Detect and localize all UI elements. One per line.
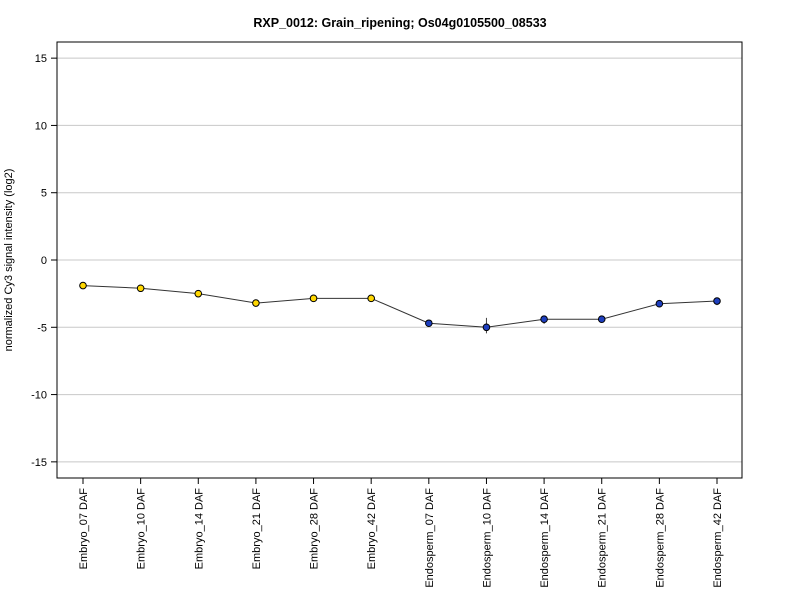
x-tick-label: Endosperm_21 DAF bbox=[597, 488, 609, 588]
data-point bbox=[597, 315, 606, 324]
x-tick-label: Embryo_14 DAF bbox=[193, 488, 205, 570]
data-point bbox=[540, 315, 548, 324]
y-axis: -15 -10 -5 0 5 10 15 bbox=[31, 53, 57, 469]
x-tick-label: Endosperm_07 DAF bbox=[424, 488, 436, 588]
x-axis: Embryo_07 DAF Embryo_10 DAF Embryo_14 DAF E… bbox=[78, 478, 724, 588]
y-tick-label: 15 bbox=[35, 53, 47, 65]
y-axis-label: normalized Cy3 signal intensity (log2) bbox=[3, 169, 15, 352]
data-point bbox=[194, 289, 203, 298]
x-tick-label: Endosperm_14 DAF bbox=[539, 488, 551, 588]
y-tick-label: -5 bbox=[37, 322, 47, 334]
x-tick-label: Endosperm_42 DAF bbox=[712, 488, 724, 588]
data-point bbox=[655, 299, 664, 308]
x-tick-label: Endosperm_28 DAF bbox=[654, 488, 666, 588]
x-tick-label: Endosperm_10 DAF bbox=[481, 488, 493, 588]
series-line bbox=[82, 285, 718, 328]
data-point bbox=[482, 323, 491, 332]
data-point bbox=[79, 281, 87, 290]
x-tick-label: Embryo_28 DAF bbox=[309, 488, 321, 570]
y-tick-label: -15 bbox=[31, 457, 47, 469]
data-point bbox=[713, 297, 721, 305]
data-point bbox=[136, 284, 145, 293]
x-tick-label: Embryo_10 DAF bbox=[136, 488, 148, 570]
y-tick-label: 5 bbox=[41, 188, 47, 200]
data-point bbox=[367, 294, 375, 303]
y-tick-label: 0 bbox=[41, 255, 47, 267]
data-point bbox=[309, 294, 318, 303]
data-point bbox=[425, 319, 433, 328]
grid-layer bbox=[57, 57, 742, 463]
x-tick-label: Embryo_07 DAF bbox=[78, 488, 90, 570]
data-point bbox=[252, 299, 260, 307]
point-layer bbox=[79, 281, 721, 332]
y-tick-label: -10 bbox=[31, 390, 47, 402]
x-tick-label: Embryo_42 DAF bbox=[366, 488, 378, 570]
line-layer bbox=[82, 285, 718, 328]
chart-title: RXP_0012: Grain_ripening; Os04g0105500_0… bbox=[253, 16, 546, 30]
x-tick-label: Embryo_21 DAF bbox=[251, 488, 263, 570]
y-tick-label: 10 bbox=[35, 120, 47, 132]
